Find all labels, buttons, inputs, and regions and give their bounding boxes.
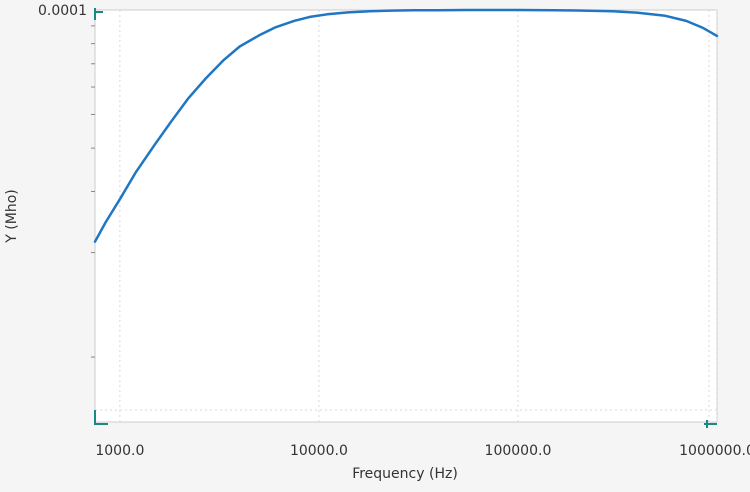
x-tick-label: 1000.0: [95, 443, 144, 459]
plot-area: [94, 9, 718, 423]
y-max-marker: [94, 8, 103, 20]
x-tick-label: 1000000.0: [679, 443, 750, 459]
x-tick-label: 10000.0: [290, 443, 348, 459]
axis-ticks: [91, 25, 95, 358]
origin-marker: [94, 410, 108, 425]
y-axis-label: Y (Mho): [4, 189, 20, 243]
range-markers: [94, 8, 717, 428]
x-axis-label: Frequency (Hz): [352, 466, 458, 482]
tick-labels: 1000.0 10000.0 100000.0 1000000.0 0.0001: [38, 3, 750, 459]
grid-lines: [95, 10, 718, 422]
x-tick-label: 100000.0: [485, 443, 552, 459]
x-max-marker: [704, 420, 717, 428]
y-tick-label: 0.0001: [38, 3, 87, 19]
series-layer: [93, 8, 719, 243]
series-line: [93, 8, 719, 243]
